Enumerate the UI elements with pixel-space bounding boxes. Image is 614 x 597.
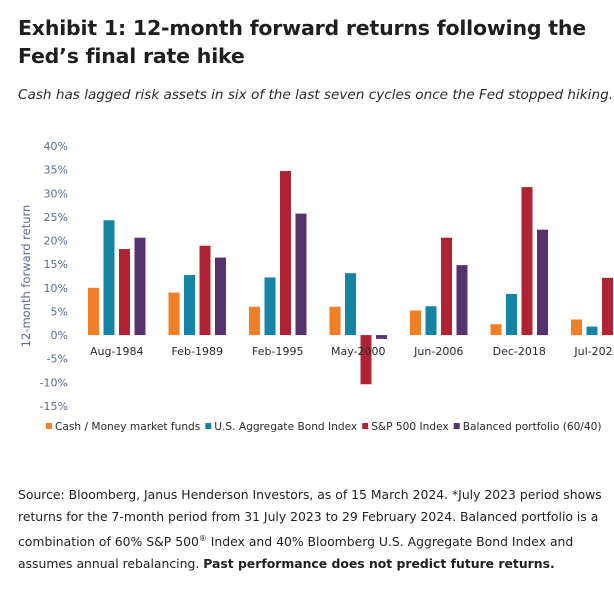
bar-group	[329, 273, 387, 385]
registered-mark: ®	[198, 534, 207, 543]
bar	[184, 275, 195, 336]
bar	[425, 306, 437, 336]
bar	[295, 213, 307, 336]
y-tick-label: 5%	[51, 305, 68, 318]
y-tick-label: 0%	[51, 329, 68, 342]
y-tick-label: 10%	[44, 282, 68, 295]
bar	[360, 335, 372, 385]
bar	[119, 249, 130, 336]
x-tick-label: Feb-1995	[252, 345, 303, 358]
x-tick-label: Jun-2006	[413, 345, 463, 358]
legend-swatch	[362, 423, 369, 429]
bar-group	[410, 237, 468, 336]
bar	[602, 277, 613, 336]
bar-groups	[88, 171, 613, 385]
x-tick-label: Feb-1989	[172, 345, 223, 358]
y-axis-labels: 40% 35% 30% 25% 20% 15% 10% 5% 0% -5% -10% -15%	[40, 140, 68, 413]
bar	[215, 257, 226, 336]
legend-swatch	[453, 423, 460, 429]
bar	[410, 310, 421, 336]
bar	[199, 245, 211, 336]
page-title: Exhibit 1: 12-month forward returns foll…	[18, 16, 586, 68]
y-tick-label: 25%	[44, 211, 68, 224]
y-tick-label: 35%	[44, 164, 68, 177]
y-axis-title: 12-month forward return	[19, 205, 33, 348]
bar-group	[571, 277, 613, 336]
legend-item: Cash / Money market funds	[46, 421, 200, 433]
bar	[441, 237, 452, 336]
bar	[329, 306, 341, 336]
bar	[376, 335, 387, 339]
disclaimer: Past performance does not predict future…	[203, 556, 555, 572]
y-tick-label: -10%	[40, 376, 68, 389]
y-tick-label: 30%	[44, 187, 68, 200]
x-tick-label: Aug-1984	[90, 345, 143, 358]
y-tick-label: 15%	[44, 258, 68, 271]
y-tick-label: 20%	[44, 235, 68, 248]
bar	[521, 187, 533, 336]
x-tick-label: May-2000	[331, 345, 386, 358]
bar-group	[168, 245, 226, 336]
y-tick-label: 40%	[44, 140, 68, 153]
legend-label: S&P 500 Index	[371, 421, 449, 433]
bar	[264, 277, 276, 336]
bar-group	[249, 171, 307, 336]
bar	[456, 265, 468, 336]
bar	[345, 273, 356, 336]
x-axis-labels: Aug-1984 Feb-1989 Feb-1995 May-2000 Jun-2006…	[90, 345, 614, 358]
legend-item: Balanced portfolio (60/40)	[453, 421, 602, 433]
bar-group	[490, 187, 548, 336]
bar-chart: 40% 35% 30% 25% 20% 15% 10% 5% 0% -5% -10% -15% 12-…	[19, 140, 614, 433]
bar	[249, 306, 260, 336]
source-text: Source: Bloomberg, Janus Henderson Inves…	[18, 487, 602, 550]
bar-group	[88, 220, 146, 336]
bar	[490, 324, 502, 336]
legend-swatch	[205, 423, 212, 429]
source-text-continued: Index and 40% Bloomberg U.S. Aggregate B…	[18, 534, 574, 572]
x-tick-label: Dec-2018	[493, 345, 546, 358]
bar	[168, 292, 180, 336]
bar	[103, 220, 115, 336]
bar	[586, 326, 598, 336]
y-tick-label: -5%	[47, 353, 68, 366]
legend-swatch	[46, 423, 52, 429]
x-tick-label: Jul-2023*	[573, 345, 614, 358]
chart-subtitle: Cash has lagged risk assets in six of th…	[18, 87, 614, 103]
bar	[571, 319, 582, 336]
legend: Cash / Money market funds U.S. Aggregate …	[46, 421, 602, 433]
legend-label: Cash / Money market funds	[55, 421, 200, 433]
bar	[506, 293, 517, 336]
source-note: Source: Bloomberg, Janus Henderson Inves…	[18, 484, 608, 575]
bar	[537, 229, 548, 336]
bar	[134, 237, 146, 336]
legend-label: Balanced portfolio (60/40)	[463, 421, 602, 433]
legend-label: U.S. Aggregate Bond Index	[214, 421, 357, 433]
legend-item: U.S. Aggregate Bond Index	[205, 421, 357, 433]
legend-item: S&P 500 Index	[362, 421, 449, 433]
y-tick-label: -15%	[40, 400, 68, 413]
bar	[280, 171, 291, 336]
bar	[88, 287, 99, 336]
